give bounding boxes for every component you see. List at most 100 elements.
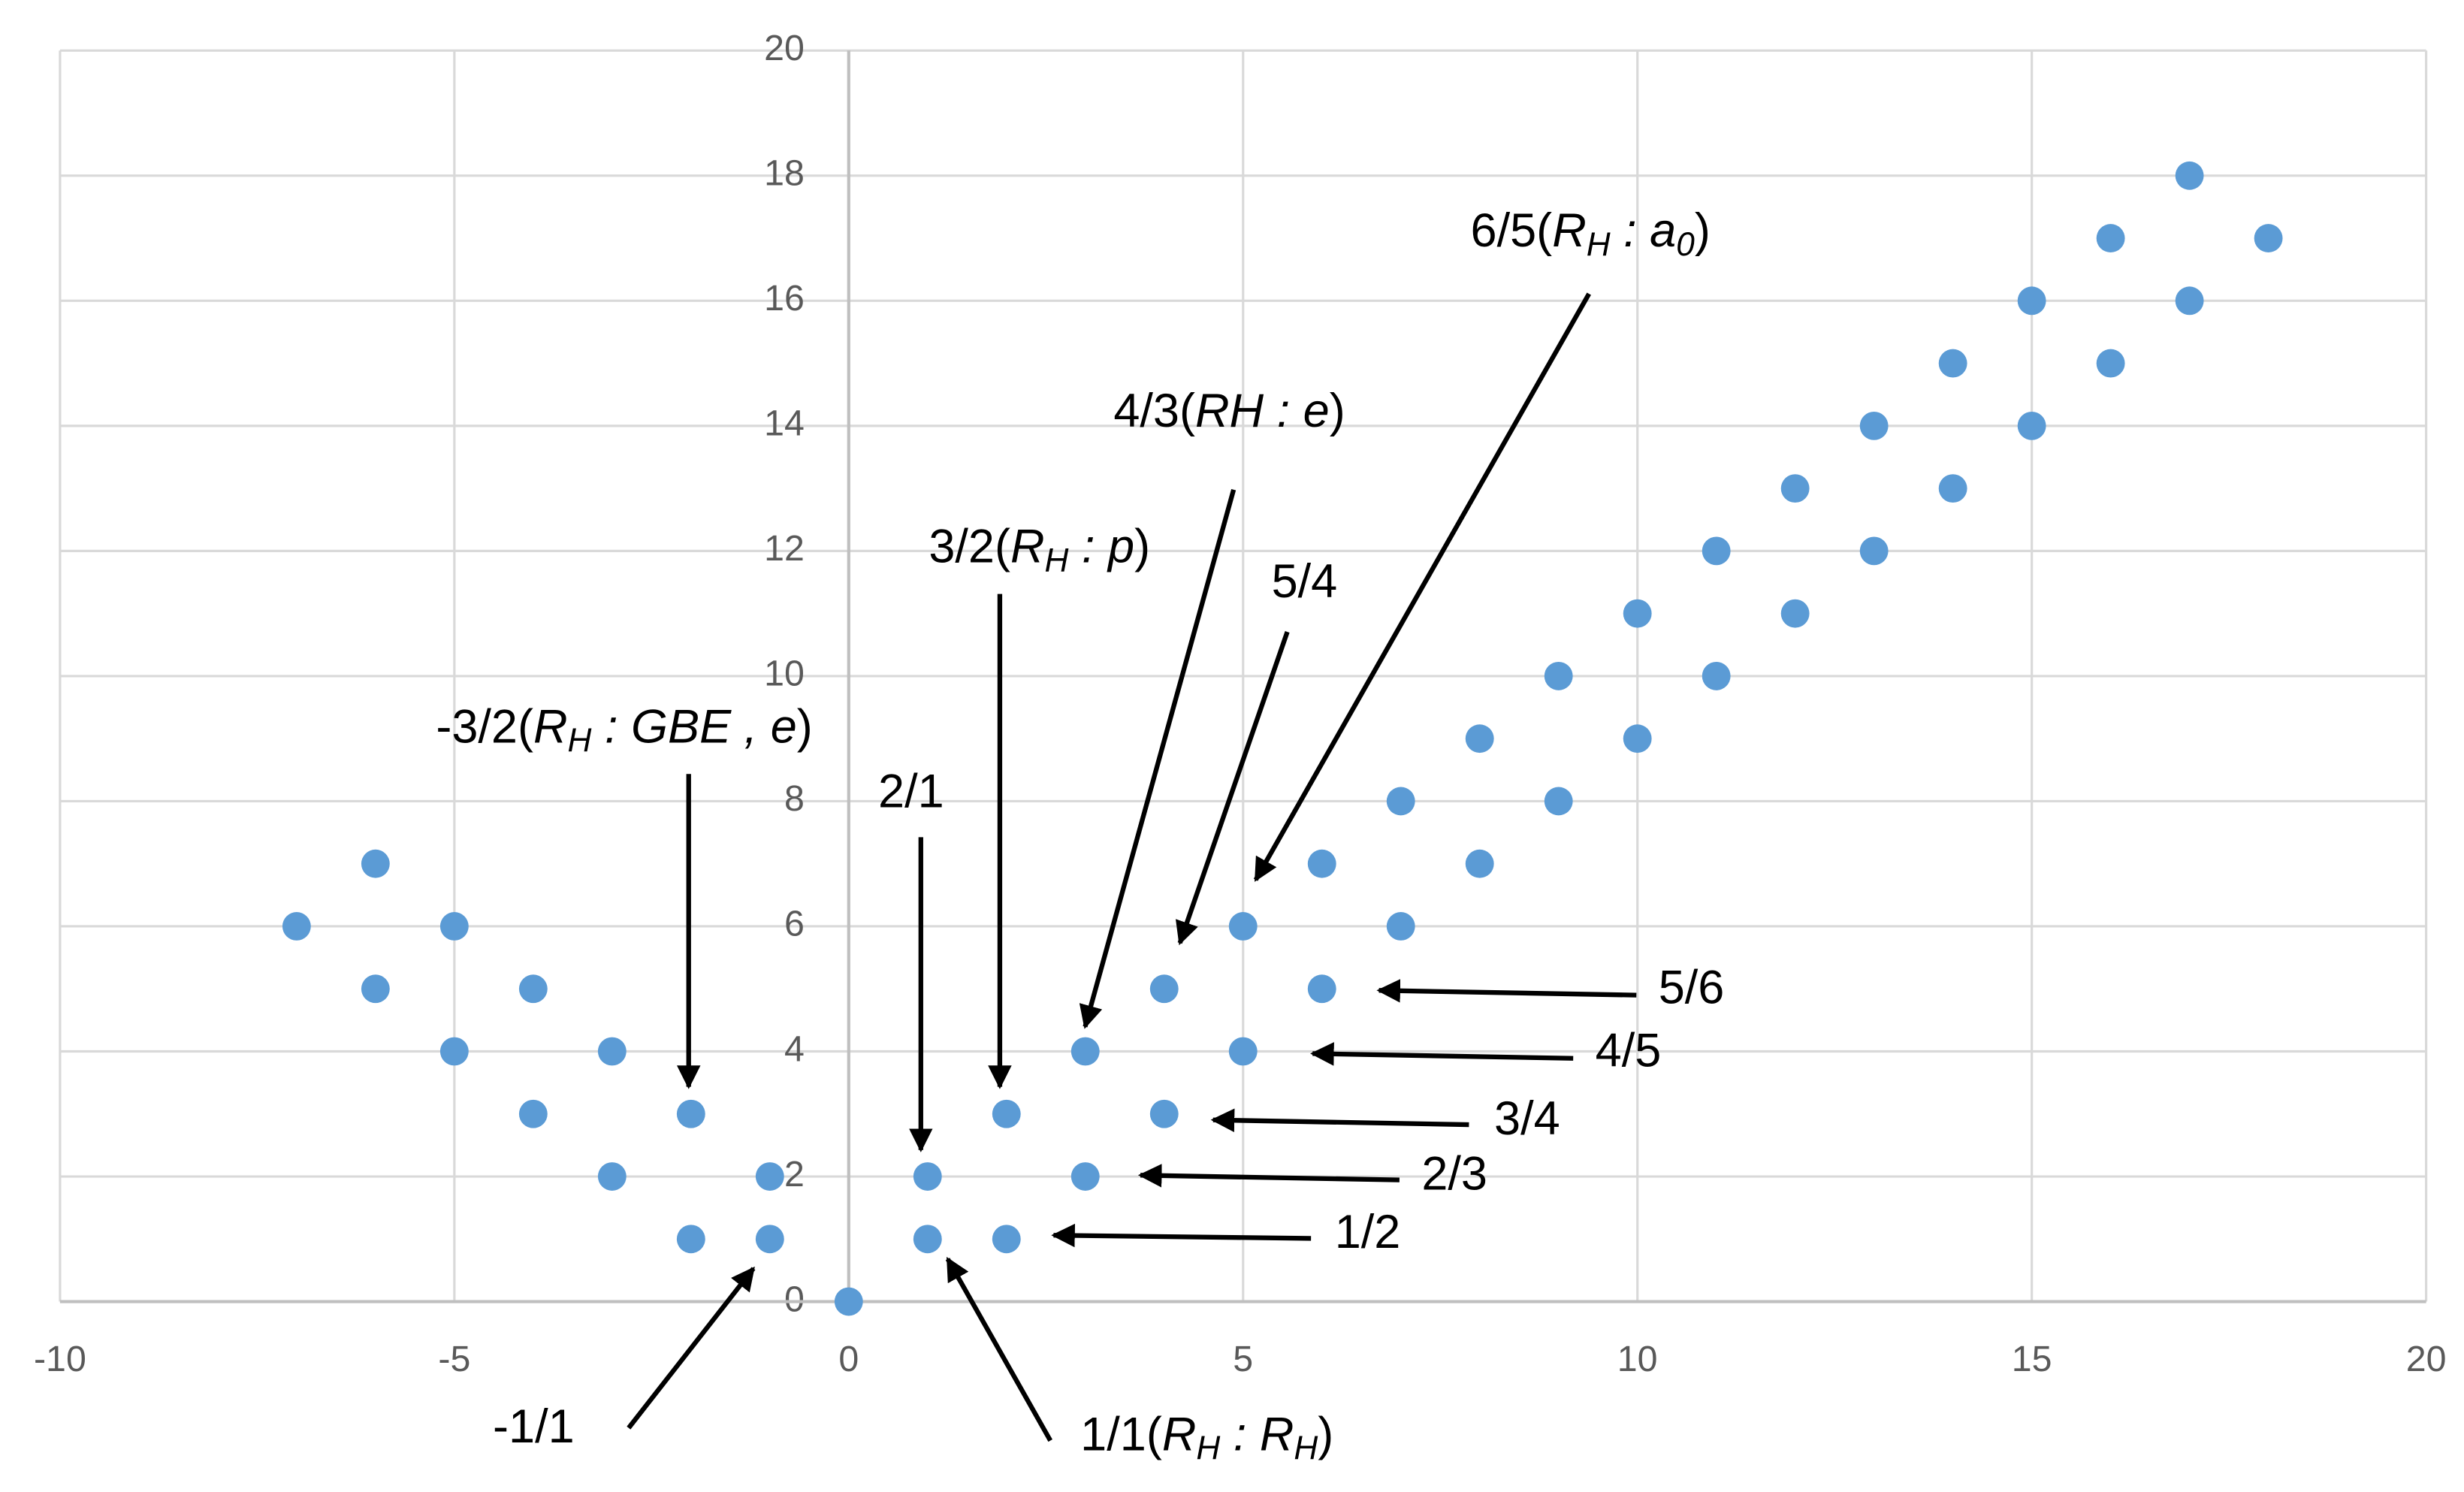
annotation-arrow [1051, 1223, 1312, 1248]
y-tick-label: 20 [764, 28, 805, 68]
point [361, 974, 390, 1004]
annotation: 1/2 [1335, 1206, 1401, 1258]
y-tick-label: 2 [784, 1154, 805, 1195]
annotation-part: 5/4 [1272, 555, 1338, 608]
x-tick-label: -5 [438, 1339, 470, 1379]
annotation: -3/2(RH : GBE , e) [436, 700, 813, 759]
point [1386, 912, 1415, 941]
point [834, 1287, 863, 1316]
point [913, 1225, 942, 1254]
annotation-part: 0 [1676, 226, 1695, 263]
point [1859, 411, 1889, 440]
annotation-part: 5/6 [1659, 961, 1725, 1013]
annotation-part: -3/2( [436, 700, 533, 753]
point [1938, 349, 1967, 378]
point [1780, 599, 1810, 628]
x-tick-label: 20 [2406, 1339, 2447, 1379]
y-tick-label: 4 [784, 1028, 805, 1069]
point [676, 1225, 705, 1254]
point [2017, 286, 2046, 316]
point [755, 1162, 784, 1191]
annotation-arrow [1079, 488, 1237, 1029]
point [1149, 1099, 1179, 1128]
annotation: 1/1(RH : RH) [1080, 1408, 1333, 1466]
x-tick-label: 15 [2012, 1339, 2052, 1379]
point [1307, 974, 1336, 1004]
annotation-part: H [1045, 542, 1069, 578]
annotation-part: H [1587, 226, 1611, 263]
annotation: 3/2(RH : p) [929, 520, 1150, 578]
point [361, 849, 390, 878]
annotation-part: 4/5 [1596, 1024, 1662, 1077]
annotation-arrow [1210, 1108, 1469, 1133]
point [1623, 599, 1652, 628]
point [597, 1162, 627, 1191]
point [1702, 536, 1731, 566]
y-tick-label: 14 [764, 403, 805, 444]
point [1465, 849, 1494, 878]
x-tick-label: -10 [34, 1339, 86, 1379]
annotation-part: 2/1 [878, 765, 944, 817]
annotation-arrow [1137, 1164, 1400, 1188]
annotation-part: 2/3 [1421, 1147, 1487, 1200]
point [1149, 974, 1179, 1004]
annotation-part: : p [1068, 520, 1134, 572]
point [2096, 349, 2125, 378]
annotation-part: ) [1695, 204, 1711, 257]
y-tick-label: 16 [764, 278, 805, 319]
point [439, 912, 469, 941]
annotation-part: : R [1220, 1408, 1294, 1460]
annotation-part: R [1162, 1408, 1197, 1460]
point [518, 974, 548, 1004]
point [1702, 661, 1731, 690]
annotation-part: H [568, 722, 592, 759]
x-tick-label: 5 [1233, 1339, 1253, 1379]
point [1228, 1037, 1258, 1066]
x-tick-label: 0 [838, 1339, 859, 1379]
annotation-part: R [1552, 204, 1587, 257]
y-tick-label: 12 [764, 528, 805, 569]
annotation: 4/3(RH : e) [1113, 385, 1345, 437]
point [1544, 787, 1573, 816]
annotation-part: RH : e [1195, 385, 1330, 437]
annotation-part: ) [1330, 385, 1345, 437]
point [1307, 849, 1336, 878]
annotation-part: 1/1( [1080, 1408, 1162, 1460]
point [439, 1037, 469, 1066]
annotation-arrow [1175, 631, 1290, 946]
y-tick-label: 8 [784, 778, 805, 819]
annotation-part: 3/4 [1494, 1092, 1560, 1145]
point [1070, 1037, 1100, 1066]
point [2175, 161, 2204, 190]
annotation-part: : a [1611, 204, 1677, 257]
annotation: 2/3 [1421, 1147, 1487, 1200]
point [1386, 787, 1415, 816]
point [1859, 536, 1889, 566]
point [1623, 724, 1652, 754]
point [676, 1099, 705, 1128]
point [755, 1225, 784, 1254]
point [992, 1099, 1021, 1128]
point [2096, 224, 2125, 252]
annotation-part: 3/2( [929, 520, 1010, 572]
annotation-part: 6/5( [1471, 204, 1553, 257]
annotation-part: ) [1318, 1408, 1333, 1460]
annotation-part: R [1010, 520, 1045, 572]
annotation-part: 4/3( [1113, 385, 1195, 437]
point [597, 1037, 627, 1066]
annotation: -1/1 [493, 1400, 575, 1453]
point [2175, 286, 2204, 316]
annotation-part: R [533, 700, 568, 753]
point [282, 912, 311, 941]
annotation-arrow [627, 1266, 756, 1430]
y-tick-label: 18 [764, 153, 805, 194]
annotation: 5/4 [1272, 555, 1338, 608]
y-tick-label: 6 [784, 904, 805, 944]
annotation: 3/4 [1494, 1092, 1560, 1145]
point [913, 1162, 942, 1191]
point [518, 1099, 548, 1128]
y-tick-label: 0 [784, 1279, 805, 1319]
